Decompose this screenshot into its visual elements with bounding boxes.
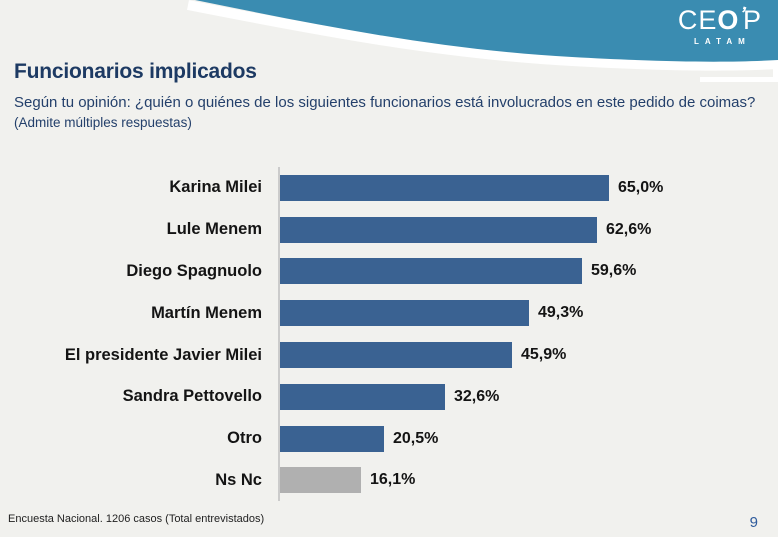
- chart-row: Ns Nc 16,1%: [0, 459, 778, 502]
- value-label: 20,5%: [393, 429, 439, 447]
- chart-row: Lule Menem 62,6%: [0, 208, 778, 251]
- ceop-logo-text: CEO’P: [677, 2, 762, 35]
- survey-question-text: Según tu opinión: ¿quién o quiénes de lo…: [14, 94, 756, 111]
- wave-shape: [195, 0, 778, 62]
- bar-segment: [280, 258, 582, 285]
- value-label: 45,9%: [521, 346, 567, 364]
- bar-track: 49,3%: [278, 292, 778, 335]
- value-label: 65,0%: [618, 178, 664, 196]
- value-label: 49,3%: [538, 304, 584, 322]
- logo-o-mark: O: [717, 5, 740, 35]
- bar-segment: [280, 467, 361, 494]
- chart-row: Karina Milei 65,0%: [0, 167, 778, 209]
- value-label: 32,6%: [454, 387, 500, 405]
- bar-chart: Karina Milei 65,0% Lule Menem 62,6% Diego Sp…: [0, 167, 778, 502]
- chart-row: El presidente Javier Milei 45,9%: [0, 334, 778, 376]
- category-label: Diego Spagnuolo: [126, 261, 262, 280]
- survey-question-note: (Admite múltiples respuestas): [14, 115, 192, 131]
- category-label: Ns Nc: [215, 470, 262, 489]
- slide-title: Funcionarios implicados: [14, 60, 257, 83]
- wave-highlight: [187, 0, 778, 82]
- value-label: 16,1%: [370, 471, 416, 489]
- page-number: 9: [749, 514, 758, 531]
- ceop-logo: CEO’P LATAM: [677, 2, 762, 46]
- bar-track: 62,6%: [278, 208, 778, 251]
- survey-question: Según tu opinión: ¿quién o quiénes de lo…: [14, 93, 762, 134]
- chart-row: Martín Menem 49,3%: [0, 292, 778, 335]
- category-label: Otro: [227, 429, 262, 448]
- bar-track: 65,0%: [278, 167, 778, 209]
- bar-track: 20,5%: [278, 417, 778, 460]
- bar-segment: [280, 216, 597, 243]
- category-label: Martín Menem: [151, 303, 262, 322]
- bar-track: 45,9%: [278, 334, 778, 376]
- bar-segment: [280, 425, 384, 452]
- bar-track: 32,6%: [278, 375, 778, 418]
- bar-segment: [280, 300, 529, 327]
- source-note: Encuesta Nacional. 1206 casos (Total ent…: [8, 513, 265, 525]
- chart-row: Otro 20,5%: [0, 417, 778, 460]
- category-label: El presidente Javier Milei: [64, 345, 262, 364]
- value-label: 59,6%: [591, 262, 637, 280]
- header-wave: [187, 0, 778, 82]
- bar-segment: [280, 174, 609, 201]
- bar-segment: [280, 383, 445, 410]
- category-label: Karina Milei: [169, 178, 262, 197]
- bar-track: 16,1%: [278, 459, 778, 502]
- category-label: Lule Menem: [166, 220, 262, 239]
- value-label: 62,6%: [606, 220, 652, 238]
- bar-track: 59,6%: [278, 250, 778, 293]
- ceop-logo-subtext: LATAM: [694, 37, 751, 46]
- chart-row: Diego Spagnuolo 59,6%: [0, 250, 778, 293]
- bar-segment: [280, 342, 512, 369]
- category-label: Sandra Pettovello: [122, 387, 262, 406]
- chart-row: Sandra Pettovello 32,6%: [0, 375, 778, 418]
